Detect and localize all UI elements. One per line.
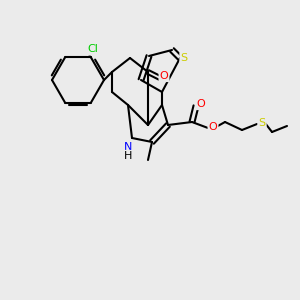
Text: H: H (124, 151, 132, 161)
Text: S: S (180, 53, 188, 63)
Text: O: O (160, 71, 168, 81)
Text: O: O (196, 99, 206, 109)
Text: Cl: Cl (88, 44, 98, 55)
Text: N: N (124, 142, 132, 152)
Text: O: O (208, 122, 217, 132)
Text: S: S (258, 118, 266, 128)
